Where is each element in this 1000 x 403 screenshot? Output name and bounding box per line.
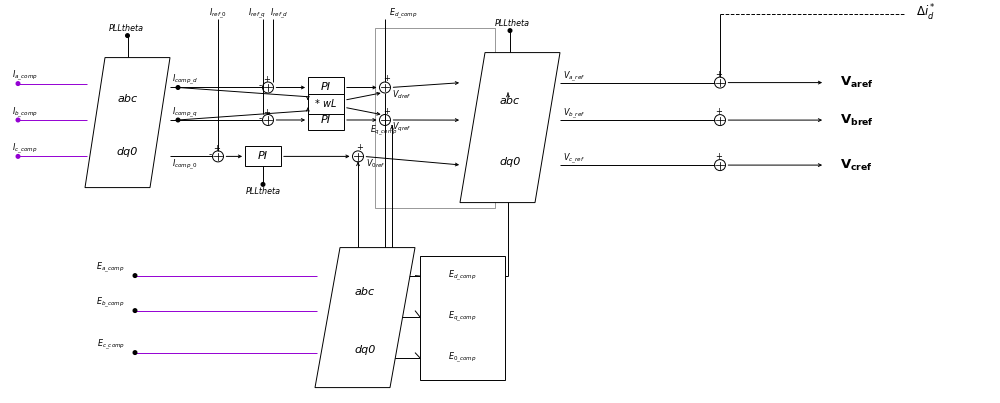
Bar: [308, 77, 344, 98]
Text: dq0: dq0: [499, 157, 521, 167]
Circle shape: [133, 351, 137, 354]
Text: dq0: dq0: [117, 147, 138, 158]
Circle shape: [133, 309, 137, 312]
Text: $V_{a\_ref}$: $V_{a\_ref}$: [563, 69, 585, 84]
Text: +: +: [263, 75, 270, 85]
Text: $V_{b\_ref}$: $V_{b\_ref}$: [563, 107, 585, 121]
Text: $I_{ref\_0}$: $I_{ref\_0}$: [209, 6, 227, 21]
Text: $I_{comp\_q}$: $I_{comp\_q}$: [172, 105, 198, 120]
Text: +: +: [716, 152, 722, 161]
Bar: [308, 110, 344, 130]
Text: PI: PI: [321, 115, 331, 125]
Text: $E_{c\_comp}$: $E_{c\_comp}$: [97, 338, 125, 352]
Text: +: +: [263, 108, 270, 117]
Text: $I_{ref\_d}$: $I_{ref\_d}$: [270, 6, 288, 21]
Circle shape: [176, 86, 180, 89]
Text: -: -: [258, 81, 262, 91]
Text: $\mathbf{V_{bref}}$: $\mathbf{V_{bref}}$: [840, 112, 874, 128]
Circle shape: [261, 183, 265, 186]
Text: $E_{a\_comp}$: $E_{a\_comp}$: [96, 261, 125, 275]
Text: $\Delta \mathbf{\it{i}}_d^*$: $\Delta \mathbf{\it{i}}_d^*$: [916, 2, 934, 23]
Text: abc: abc: [500, 96, 520, 106]
Circle shape: [126, 34, 129, 37]
Text: $V_{qref}$: $V_{qref}$: [392, 120, 412, 133]
Circle shape: [16, 155, 20, 158]
Bar: [308, 94, 344, 114]
Text: +: +: [213, 144, 220, 154]
Text: PLLtheta: PLLtheta: [109, 24, 144, 33]
Bar: [375, 27, 495, 208]
Text: dq0: dq0: [354, 345, 376, 355]
Text: -: -: [208, 150, 212, 160]
Text: $I_{c\_comp}$: $I_{c\_comp}$: [12, 141, 38, 156]
Polygon shape: [315, 247, 415, 388]
Bar: [245, 146, 281, 166]
Text: $I_{ref\_q}$: $I_{ref\_q}$: [248, 6, 266, 21]
Text: $I_{a\_comp}$: $I_{a\_comp}$: [12, 69, 38, 83]
Text: $E_{d\_comp}$: $E_{d\_comp}$: [389, 6, 417, 21]
Circle shape: [176, 118, 180, 122]
Polygon shape: [460, 52, 560, 203]
Text: +: +: [716, 70, 722, 79]
Text: $\mathbf{V_{cref}}$: $\mathbf{V_{cref}}$: [840, 158, 873, 172]
Text: $E_{b\_comp}$: $E_{b\_comp}$: [96, 296, 125, 310]
Text: PI: PI: [321, 83, 331, 93]
Text: $I_{b\_comp}$: $I_{b\_comp}$: [12, 105, 38, 120]
Text: $I_{comp\_d}$: $I_{comp\_d}$: [172, 73, 198, 87]
Text: +: +: [356, 143, 363, 152]
Text: $V_{0ref}$: $V_{0ref}$: [366, 157, 385, 170]
Text: $E_{d\_comp}$: $E_{d\_comp}$: [448, 269, 477, 283]
Text: abc: abc: [355, 287, 375, 297]
Circle shape: [133, 274, 137, 277]
Text: $E_{q\_comp}$: $E_{q\_comp}$: [448, 310, 477, 324]
Text: $E_{0\_comp}$: $E_{0\_comp}$: [448, 351, 477, 365]
Text: $V_{c\_ref}$: $V_{c\_ref}$: [563, 152, 585, 166]
Text: PLLtheta: PLLtheta: [494, 19, 530, 27]
Text: +: +: [383, 75, 390, 83]
Circle shape: [16, 82, 20, 85]
Text: PLLtheta: PLLtheta: [246, 187, 280, 196]
Text: $I_{comp\_0}$: $I_{comp\_0}$: [172, 158, 198, 172]
Text: abc: abc: [117, 94, 138, 104]
Text: $\mathbf{V_{aref}}$: $\mathbf{V_{aref}}$: [840, 75, 874, 90]
Circle shape: [508, 29, 512, 32]
Text: * wL: * wL: [315, 99, 337, 109]
Text: +: +: [716, 107, 722, 116]
Text: $E_{q\_comp}$: $E_{q\_comp}$: [370, 124, 398, 138]
Text: -: -: [258, 114, 262, 123]
Text: +: +: [383, 107, 390, 116]
Bar: [420, 256, 505, 380]
Text: $V_{dref}$: $V_{dref}$: [392, 88, 412, 101]
Text: PI: PI: [258, 152, 268, 161]
Polygon shape: [85, 58, 170, 187]
Circle shape: [16, 118, 20, 122]
